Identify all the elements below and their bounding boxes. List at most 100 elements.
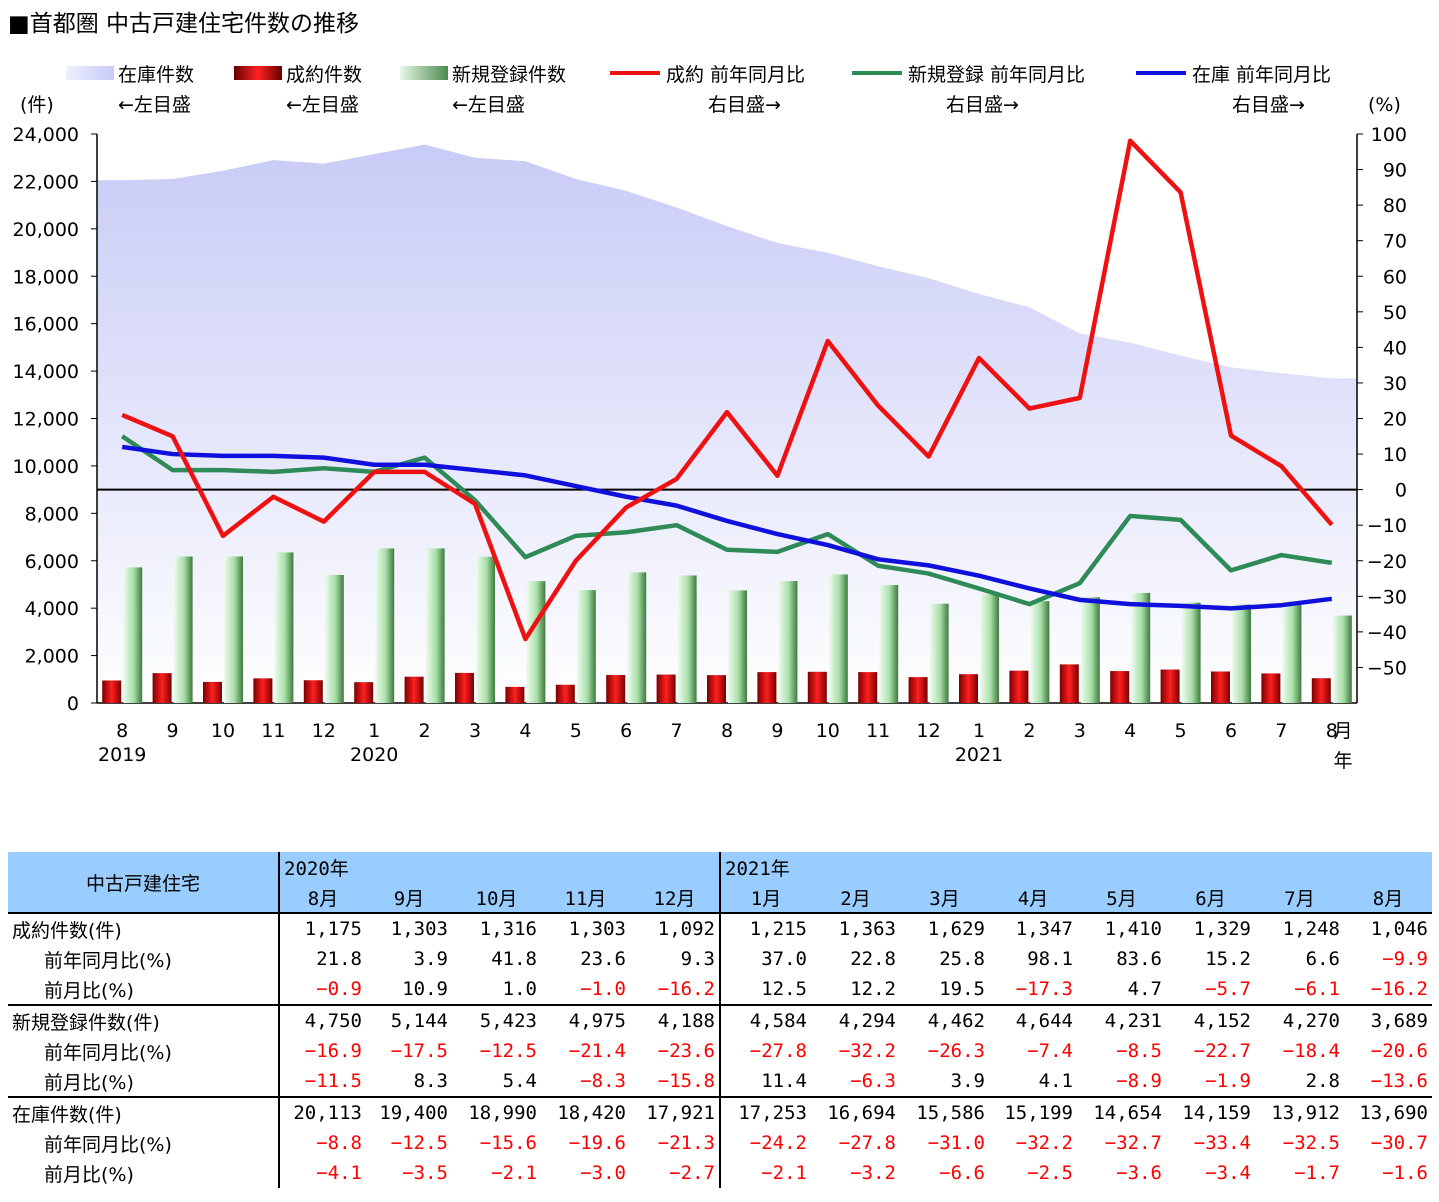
table-cell: −8.5 — [1116, 1040, 1162, 1062]
bar-new-listings — [980, 594, 999, 703]
table-cell: −11.5 — [304, 1070, 362, 1092]
table-cell: 41.8 — [491, 948, 537, 970]
table-cell: −8.3 — [580, 1070, 626, 1092]
table-cell: −2.7 — [669, 1162, 715, 1184]
table-cell: 15.2 — [1205, 948, 1251, 970]
table-cell: −27.8 — [838, 1132, 896, 1154]
data-table: 中古戸建住宅 2020年 2021年 8月 9月 10月 11月 12月 1月 2月 3月 4月 5月 6… — [8, 852, 1432, 1188]
x-year-label: 2019 — [98, 744, 146, 766]
bar-contracts — [1311, 678, 1331, 703]
table-cell: −6.3 — [850, 1070, 896, 1092]
bar-new-listings — [828, 574, 848, 703]
table-cell: 4,584 — [719, 1004, 811, 1036]
table-cell: −3.2 — [850, 1162, 896, 1184]
x-year-label: 2020 — [350, 744, 398, 766]
table-cell: −16.9 — [304, 1040, 362, 1062]
table-row: 前月比(%) −4.1 −3.5 −2.1 −3.0 −2.7 −2.1 −3.2 −6.6 −2… — [8, 1158, 1432, 1188]
x-tick-label: 7 — [671, 720, 683, 742]
table-cell: 9.3 — [680, 948, 715, 970]
table-row-label: 前月比(%) — [8, 1066, 280, 1097]
table-cell: 11.4 — [719, 1066, 811, 1097]
table-cell: 1,248 — [1255, 912, 1344, 944]
bar-new-listings — [324, 574, 344, 703]
y-tick-label-right: 30 — [1383, 373, 1407, 395]
y-tick-label-right: 20 — [1383, 409, 1407, 431]
table-cell: 1,046 — [1344, 912, 1432, 944]
table-cell: 19.5 — [939, 978, 985, 1000]
bar-new-listings — [1131, 592, 1151, 703]
bar-new-listings — [526, 581, 546, 703]
table-cell: −30.7 — [1370, 1132, 1428, 1154]
bar-new-listings — [677, 575, 697, 703]
legend-label: 新規登録件数 — [452, 64, 567, 86]
y-tick-label-left: 18,000 — [13, 266, 79, 288]
table-cell: 1,629 — [900, 912, 989, 944]
table-row-label: 成約件数(件) — [8, 912, 280, 944]
table-cell: 3,689 — [1344, 1004, 1432, 1036]
table-cell: 1,410 — [1077, 912, 1166, 944]
y-tick-label-right: 10 — [1383, 444, 1407, 466]
table-cell: 21.8 — [316, 948, 362, 970]
table-cell: 25.8 — [939, 948, 985, 970]
x-tick-label: 8 — [116, 720, 128, 742]
table-header-row: 8月 9月 10月 11月 12月 1月 2月 3月 4月 5月 6月 7月 8月 — [8, 882, 1432, 913]
table-cell: 10.9 — [402, 978, 448, 1000]
table-month-header: 1月 — [719, 882, 811, 913]
table-cell: −6.6 — [939, 1162, 985, 1184]
table-cell: 1,363 — [811, 912, 900, 944]
y-axis-unit-left: (件) — [20, 94, 54, 116]
legend-swatch-inventory-yoy — [1136, 71, 1186, 75]
bar-new-listings — [375, 548, 395, 703]
bar-contracts — [757, 672, 777, 703]
bar-contracts — [404, 676, 424, 703]
x-tick-label: 8 — [721, 720, 733, 742]
bar-contracts — [152, 673, 172, 703]
table-cell: −1.7 — [1294, 1162, 1340, 1184]
table-header-row: 中古戸建住宅 2020年 2021年 — [8, 852, 1432, 913]
table-corner-label: 中古戸建住宅 — [8, 852, 280, 913]
table-cell: 13,912 — [1255, 1096, 1344, 1128]
table-month-header: 8月 — [1344, 882, 1432, 913]
x-tick-label: 4 — [519, 720, 531, 742]
table-cell: −3.4 — [1205, 1162, 1251, 1184]
y-axis-unit-right: (%) — [1368, 94, 1401, 116]
x-tick-label: 10 — [211, 720, 235, 742]
x-tick-label: 9 — [167, 720, 179, 742]
table-cell: −18.4 — [1282, 1040, 1340, 1062]
bar-contracts — [1110, 671, 1130, 703]
table-row: 成約件数(件) 1,175 1,303 1,316 1,303 1,092 1,215 1,3… — [8, 912, 1432, 944]
y-tick-label-left: 24,000 — [13, 124, 79, 146]
table-cell: 3.9 — [950, 1070, 985, 1092]
table-cell: 4,231 — [1077, 1004, 1166, 1036]
bar-new-listings — [879, 585, 899, 703]
table-cell: 4.1 — [1038, 1070, 1073, 1092]
legend-sub: 右目盛→ — [708, 94, 781, 116]
y-tick-label-right: −40 — [1367, 622, 1407, 644]
table-cell: 14,159 — [1166, 1096, 1255, 1128]
x-tick-label: 4 — [1124, 720, 1136, 742]
table-cell: −13.6 — [1370, 1070, 1428, 1092]
table-month-header: 4月 — [989, 882, 1077, 913]
table-cell: −3.5 — [402, 1162, 448, 1184]
x-tick-label: 7 — [1275, 720, 1287, 742]
table-cell: −32.2 — [1015, 1132, 1073, 1154]
y-tick-label-right: −30 — [1367, 586, 1407, 608]
x-tick-label: 3 — [1074, 720, 1086, 742]
series-line-contracts-yoy — [121, 138, 1334, 642]
table-cell: 3.9 — [413, 948, 448, 970]
legend-label: 新規登録 前年同月比 — [908, 64, 1086, 86]
table-cell: 4,188 — [630, 1004, 720, 1036]
table-cell: −8.9 — [1116, 1070, 1162, 1092]
table-cell: 83.6 — [1116, 948, 1162, 970]
legend-label: 在庫 前年同月比 — [1192, 64, 1332, 86]
legend-label: 成約 前年同月比 — [666, 64, 806, 86]
table-cell: −3.0 — [580, 1162, 626, 1184]
table-cell: 17,921 — [630, 1096, 720, 1128]
table-cell: −17.5 — [390, 1040, 448, 1062]
table-cell: 5,144 — [366, 1004, 452, 1036]
table-cell: −27.8 — [719, 1036, 811, 1066]
table-cell: 12.5 — [719, 974, 811, 1005]
table-cell: 20,113 — [279, 1096, 366, 1128]
y-tick-label-right: 90 — [1383, 160, 1407, 182]
bar-contracts — [203, 681, 222, 703]
